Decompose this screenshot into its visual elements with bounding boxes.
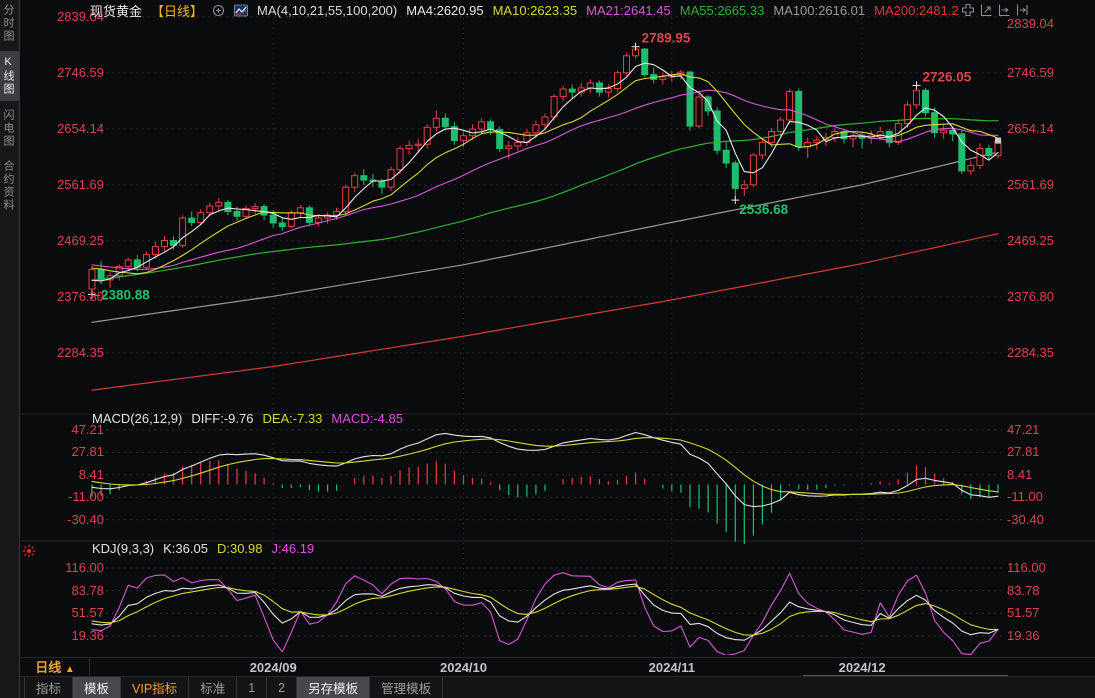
axis-label: 27.81: [71, 444, 104, 460]
kdj-k-value: K:36.05: [163, 541, 208, 556]
kdj-title: KDJ(9,3,3): [92, 541, 155, 556]
bottom-tab[interactable]: 模板: [73, 677, 122, 698]
ma-value: MA10:2623.35: [492, 2, 578, 18]
bottom-tab[interactable]: 2: [267, 677, 298, 698]
axis-label: -11.00: [68, 489, 104, 505]
axis-label: 19.36: [71, 628, 104, 643]
macd-title: MACD(26,12,9): [92, 411, 183, 426]
bottom-tab-bar: 指标 模板 VIP指标 标准 1 2 另存模板 管理模板: [20, 676, 1095, 698]
candles-layer: [88, 46, 1002, 295]
chart-header-legend: 现货黄金 【日线】 MA(4,10,21,55,100,200) MA4:262…: [90, 2, 959, 19]
last-price-marker: [995, 137, 1001, 144]
axis-label: 2469.25: [1007, 233, 1054, 248]
macd-macd-value: MACD:-4.85: [331, 411, 403, 426]
sidebar-item[interactable]: 闪电图: [2, 109, 14, 148]
sidebar-item[interactable]: K线图: [0, 51, 19, 101]
ma-value: MA55:2665.33: [679, 2, 765, 18]
axis-label: 116.00: [1007, 560, 1046, 575]
axis-label: 2654.14: [57, 121, 104, 136]
axis-label: 2284.35: [57, 345, 104, 360]
bottom-tab[interactable]: 另存模板: [297, 677, 371, 698]
axis-label: 2839.04: [57, 9, 104, 24]
ma100-line: [91, 151, 999, 323]
axis-label: 2561.69: [1007, 177, 1054, 192]
kdj-panel-layer: [91, 572, 999, 655]
period-label: 日线: [35, 660, 62, 675]
axis-label: 83.78: [71, 582, 104, 598]
axis-label: 47.21: [1007, 422, 1040, 437]
macd-legend: MACD(26,12,9) DIFF:-9.76 DEA:-7.33 MACD:…: [92, 411, 403, 426]
axis-label: 2469.25: [57, 233, 104, 248]
left-sidebar: 分时图 K线图闪电图合约资料: [0, 0, 20, 698]
axis-label: 19.36: [1007, 628, 1040, 643]
collapse-pane-icon[interactable]: [1015, 3, 1029, 17]
ma-value: MA200:2481.2: [874, 2, 959, 18]
period-selector[interactable]: 日线 ▲: [21, 659, 90, 676]
kdj-j-value: J:46.19: [271, 541, 315, 556]
axis-label: 27.81: [1007, 444, 1040, 460]
chart-canvas[interactable]: 2380.88 2789.95 2536.68 2726.05: [0, 0, 1095, 676]
x-axis-zoom-icon[interactable]: [997, 3, 1011, 17]
sidebar-item[interactable]: 分时图: [2, 4, 14, 43]
triangle-up-icon: ▲: [64, 664, 75, 675]
axis-label: 2839.04: [1007, 16, 1054, 31]
date-label: 2024/12: [838, 660, 886, 675]
bottom-tab[interactable]: 标准: [189, 677, 238, 698]
ma-value: MA100:2616.01: [773, 2, 866, 18]
ma-value: MA21:2641.45: [586, 2, 671, 18]
svg-text:2789.95: 2789.95: [642, 31, 691, 46]
date-label: 2024/10: [440, 660, 487, 675]
axis-label: 2376.80: [1007, 289, 1054, 304]
ma-values-group: MA4:2620.95 MA10:2623.35 MA21:2641.45 MA55:…: [406, 3, 958, 18]
gridlines: [21, 8, 1095, 656]
mini-chart-icon[interactable]: [234, 4, 248, 17]
axis-label: -30.40: [1007, 511, 1044, 527]
axis-label: 51.57: [71, 605, 104, 621]
chart-toolbar-icons: [961, 3, 1029, 17]
macd-diff-value: DIFF:-9.76: [191, 411, 254, 426]
circle-plus-icon[interactable]: [212, 4, 225, 17]
axis-label: 51.57: [1007, 605, 1040, 621]
axis-label: 47.21: [71, 422, 104, 437]
ma-overlays: [91, 62, 999, 282]
bottom-tab[interactable]: VIP指标: [121, 677, 190, 698]
axis-label: 2561.69: [57, 177, 104, 192]
price-annotations: 2380.88 2789.95 2536.68 2726.05: [88, 31, 972, 303]
bottom-tab[interactable]: 1: [237, 677, 268, 698]
axis-label: 2746.59: [57, 65, 104, 80]
kdj-legend: KDJ(9,3,3) K:36.05 D:30.98 J:46.19: [92, 541, 314, 556]
axis-label: 2746.59: [1007, 65, 1054, 80]
bottom-tab[interactable]: 指标: [24, 677, 74, 698]
ma200-line: [91, 233, 999, 391]
svg-text:2536.68: 2536.68: [739, 202, 788, 217]
bottom-tab[interactable]: 管理模板: [370, 677, 444, 698]
y-axis-zoom-icon[interactable]: [979, 3, 993, 17]
indicator-settings-icon[interactable]: [22, 544, 36, 563]
axis-label: -11.00: [1007, 489, 1043, 505]
sidebar-item[interactable]: 合约资料: [2, 160, 14, 212]
kdj-d-value: D:30.98: [216, 541, 263, 556]
date-label: 2024/09: [249, 660, 297, 675]
axis-label: 83.78: [1007, 582, 1040, 598]
axis-label: 8.41: [1007, 466, 1033, 482]
axis-label: 2284.35: [1007, 345, 1054, 360]
pan-tool-icon[interactable]: [961, 3, 975, 17]
ma-params: MA(4,10,21,55,100,200): [257, 2, 398, 18]
date-label: 2024/11: [648, 660, 695, 675]
axis-label: 2654.14: [1007, 121, 1054, 136]
period-tag: 【日线】: [151, 3, 204, 19]
macd-panel-layer: [91, 431, 999, 544]
axis-label: 116.00: [65, 560, 104, 575]
ma-value: MA4:2620.95: [406, 2, 484, 18]
macd-dea-value: DEA:-7.33: [262, 411, 323, 426]
svg-text:2726.05: 2726.05: [923, 69, 972, 84]
x-axis-row: 日线 ▲: [20, 657, 1095, 676]
axis-label: -30.40: [67, 511, 104, 527]
axis-label: 8.41: [78, 466, 104, 482]
symbol-name: 现货黄金: [90, 3, 143, 19]
axis-label: 2376.80: [57, 289, 104, 304]
svg-text:2380.88: 2380.88: [101, 288, 150, 303]
